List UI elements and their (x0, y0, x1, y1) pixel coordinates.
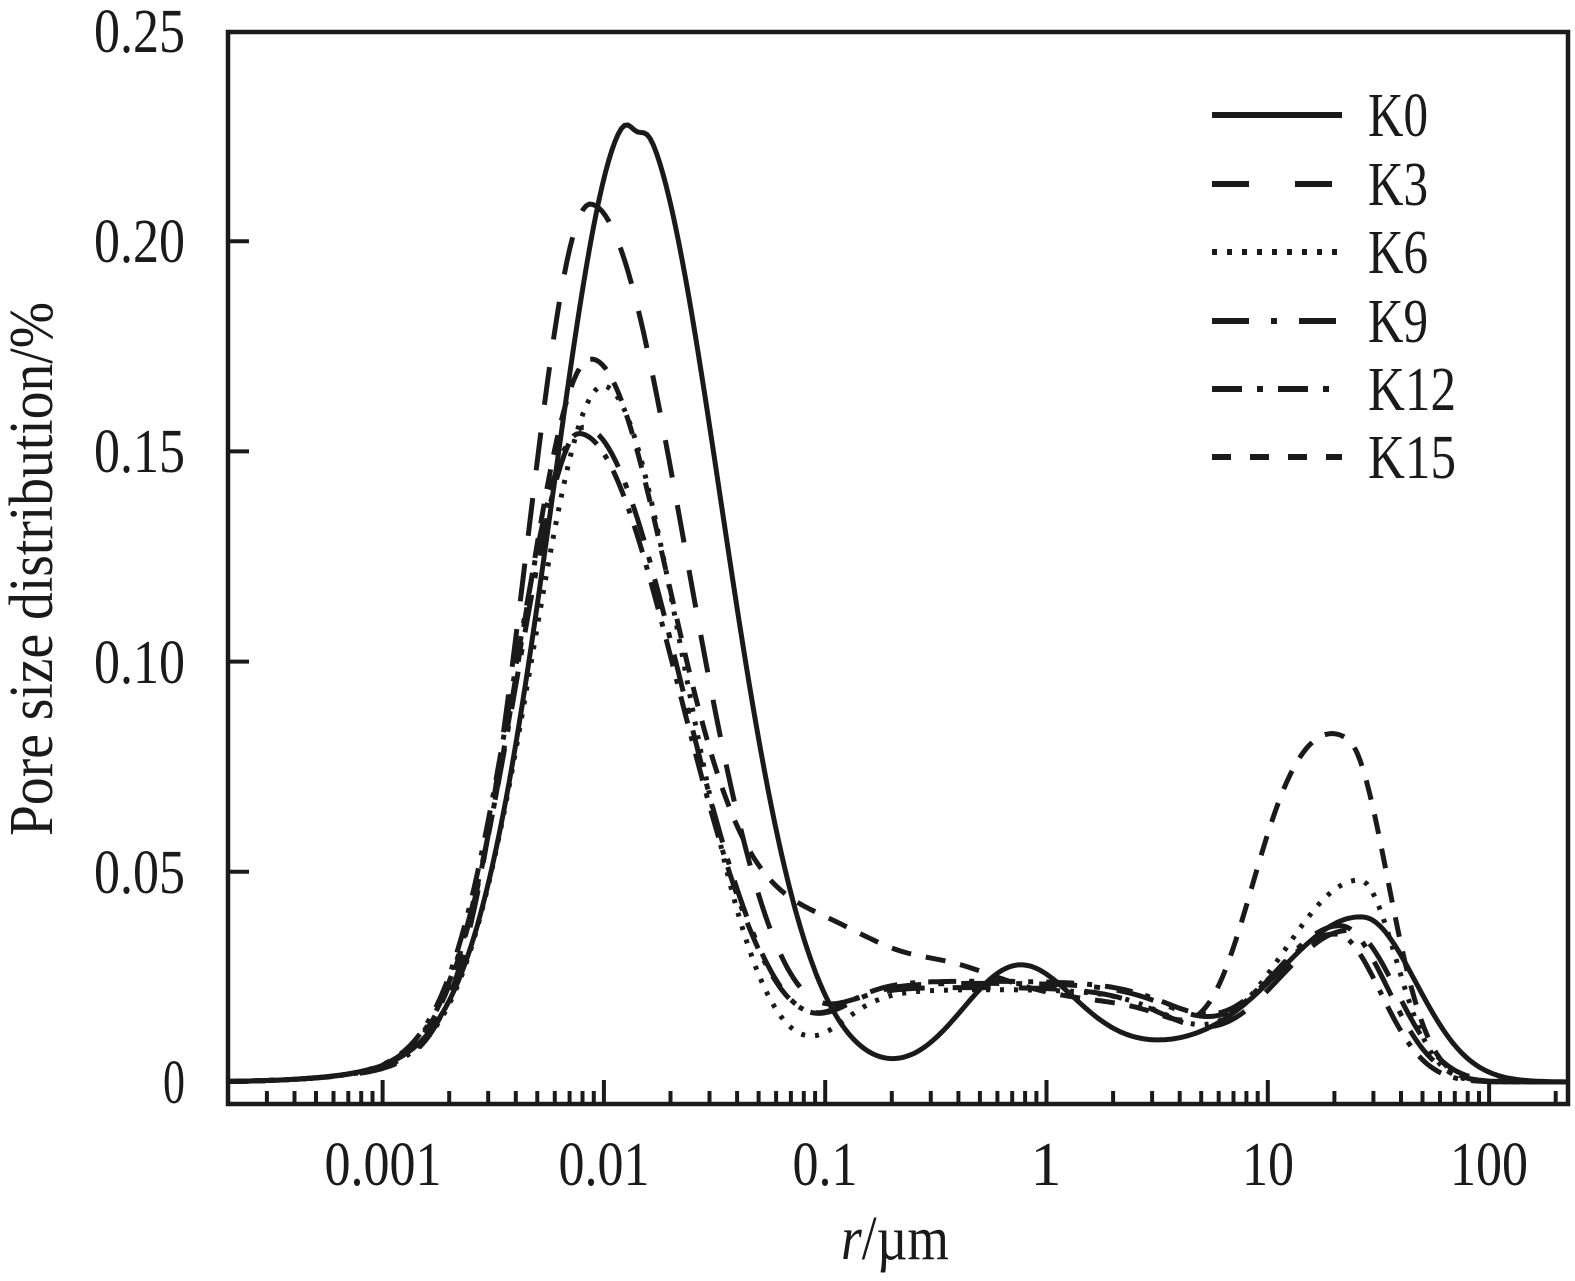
svg-text:K15: K15 (1368, 424, 1456, 492)
svg-text:0.01: 0.01 (559, 1131, 650, 1199)
svg-text:0: 0 (163, 1049, 185, 1117)
svg-text:0.10: 0.10 (94, 629, 185, 697)
svg-text:0.1: 0.1 (793, 1131, 858, 1199)
svg-text:Pore size distribution/%: Pore size distribution/% (0, 302, 66, 836)
svg-text:1: 1 (1031, 1131, 1062, 1199)
svg-text:K3: K3 (1368, 151, 1428, 219)
svg-text:0.05: 0.05 (94, 839, 185, 907)
svg-text:10: 10 (1242, 1131, 1294, 1199)
svg-text:K6: K6 (1368, 219, 1428, 287)
svg-text:0.15: 0.15 (94, 418, 185, 486)
svg-text:100: 100 (1450, 1131, 1528, 1199)
svg-text:0.20: 0.20 (94, 208, 185, 276)
svg-text:K9: K9 (1368, 288, 1428, 356)
svg-text:K0: K0 (1368, 82, 1428, 150)
svg-text:r/µm: r/µm (841, 1205, 949, 1273)
svg-text:0.001: 0.001 (325, 1131, 442, 1199)
svg-text:K12: K12 (1368, 356, 1456, 424)
svg-text:0.25: 0.25 (94, 0, 185, 66)
